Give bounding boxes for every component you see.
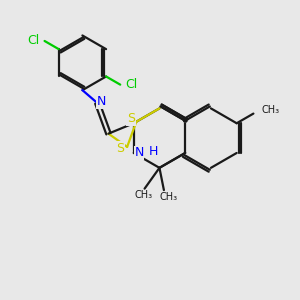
Text: Cl: Cl <box>27 34 39 47</box>
Text: CH₃: CH₃ <box>134 190 152 200</box>
Text: S: S <box>117 142 124 155</box>
Text: CH₃: CH₃ <box>159 192 177 202</box>
Text: Cl: Cl <box>125 78 138 91</box>
Text: S: S <box>127 112 135 125</box>
Text: CH₃: CH₃ <box>262 105 280 115</box>
Text: N: N <box>134 146 144 160</box>
Text: H: H <box>148 145 158 158</box>
Text: N: N <box>97 95 106 108</box>
